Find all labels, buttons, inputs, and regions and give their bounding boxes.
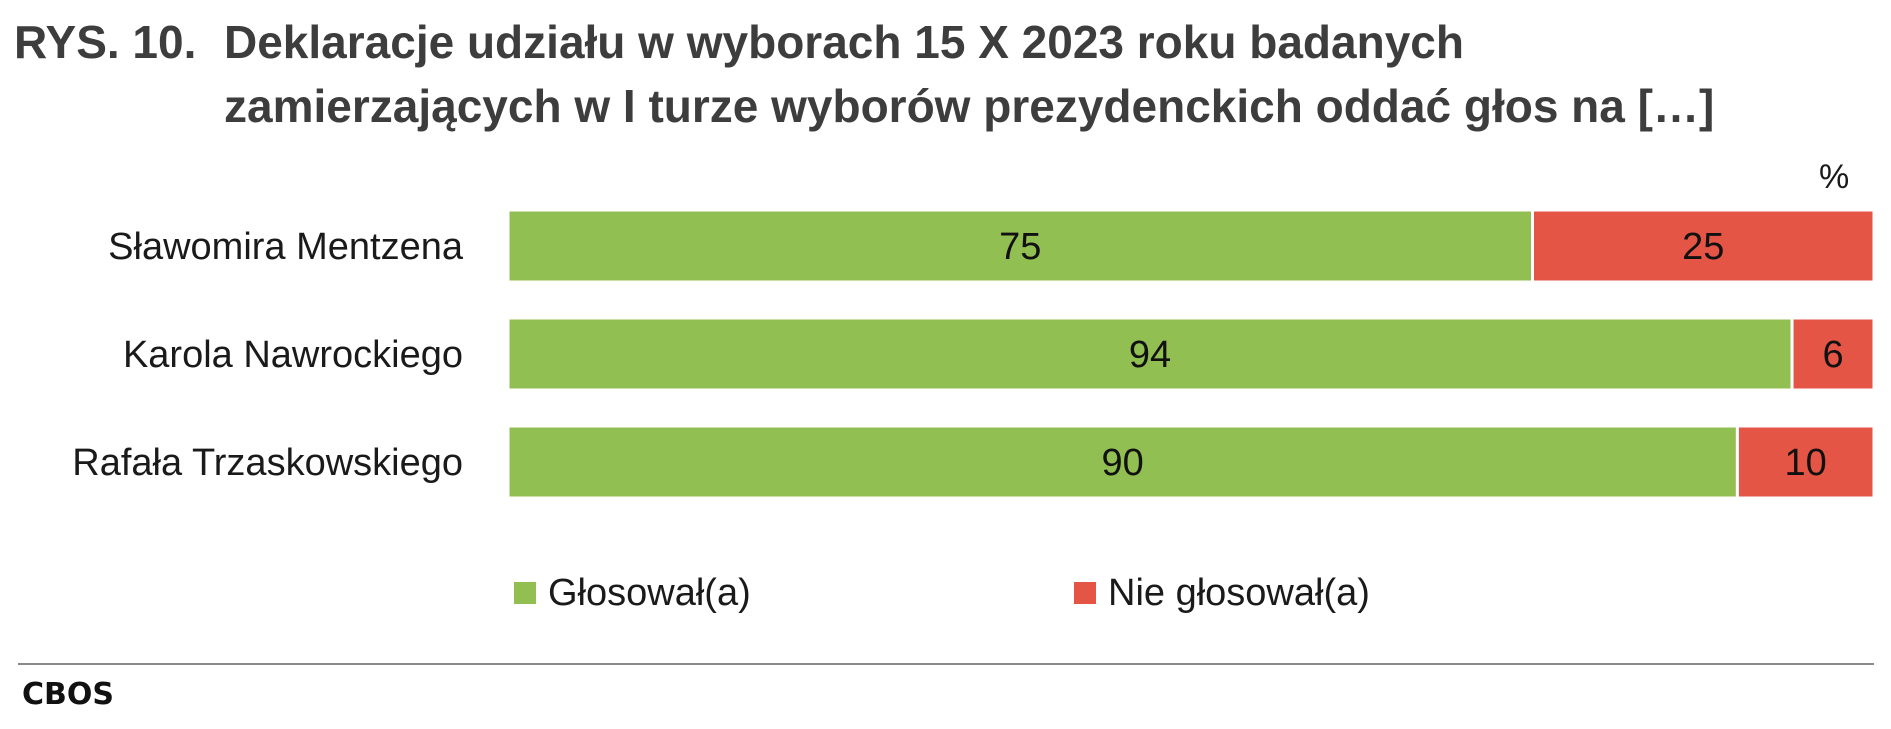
footer-divider (18, 663, 1874, 665)
legend-item-voted: Głosował(a) (514, 568, 751, 618)
unit-label: % (1819, 158, 1850, 196)
data-label-mentzen-voted: 75 (999, 226, 1041, 268)
data-label-trzaskowski-not-voted: 10 (1785, 442, 1827, 484)
legend-label-not-voted: Nie głosował(a) (1108, 571, 1370, 614)
bar-nawrocki-voted (506, 316, 1794, 392)
data-label-nawrocki-voted: 94 (1129, 334, 1171, 376)
legend-label-voted: Głosował(a) (548, 571, 751, 614)
bar-mentzen-voted (506, 208, 1534, 284)
category-label-nawrocki: Karola Nawrockiego (123, 334, 463, 376)
bar-mentzen-not-voted (1531, 208, 1876, 284)
legend-swatch-not-voted (1074, 582, 1096, 604)
data-label-nawrocki-not-voted: 6 (1822, 334, 1843, 376)
bar-trzaskowski-not-voted (1735, 424, 1876, 500)
stacked-bar-chart: Sławomira Mentzena 75 25 Karola Nawrockiego… (72, 208, 1876, 500)
source-label: CBOS (22, 677, 114, 712)
legend-swatch-voted (514, 582, 536, 604)
title-line-1: Deklaracje udziału w wyborach 15 X 2023 … (224, 16, 1464, 68)
title-line-2: zamierzających w I turze wyborów prezyde… (224, 80, 1715, 132)
figure-number: RYS. 10. (14, 16, 197, 68)
legend-item-not-voted: Nie głosował(a) (1074, 568, 1370, 618)
category-label-mentzen: Sławomira Mentzena (108, 226, 464, 268)
data-label-mentzen-not-voted: 25 (1682, 226, 1724, 268)
category-label-trzaskowski: Rafała Trzaskowskiego (72, 442, 463, 484)
data-label-trzaskowski-voted: 90 (1102, 442, 1144, 484)
bar-nawrocki-not-voted (1790, 316, 1876, 392)
chart-title: RYS. 10. Deklaracje udziału w wyborach 15… (14, 10, 1714, 138)
bar-trzaskowski-voted (506, 424, 1739, 500)
legend: Głosował(a) Nie głosował(a) (0, 568, 1891, 618)
